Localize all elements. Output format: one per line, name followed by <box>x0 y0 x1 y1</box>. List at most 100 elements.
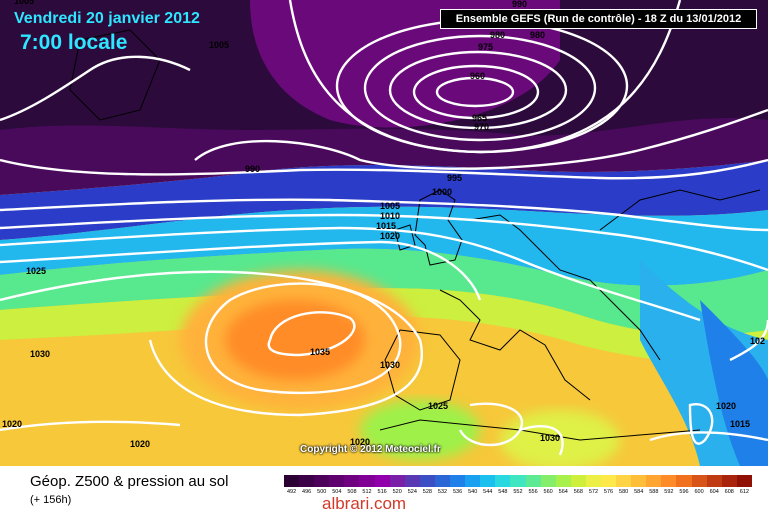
legend-level-label: 596 <box>679 489 689 495</box>
legend-level-label: 560 <box>543 489 553 495</box>
isobar-label: 995 <box>447 173 462 183</box>
isobar-label: 1020 <box>380 231 400 241</box>
legend-swatch <box>676 475 692 487</box>
legend-level-label: 556 <box>528 489 538 495</box>
isobar-label: 1015 <box>376 221 396 231</box>
legend-swatch <box>510 475 526 487</box>
isobar-label: 960 <box>470 71 485 81</box>
legend-swatch <box>359 475 375 487</box>
legend-swatches <box>284 475 752 487</box>
legend-swatch <box>555 475 571 487</box>
copyright-notice: Copyright © 2012 Meteociel.fr <box>300 444 441 455</box>
legend-level-label: 548 <box>498 489 508 495</box>
map-canvas: 1005 980 980 990 975 960 965 970 990 995… <box>0 0 768 466</box>
legend-level-label: 492 <box>286 489 297 495</box>
legend-swatch <box>419 475 435 487</box>
legend-level-label: 512 <box>362 489 372 495</box>
legend-level-label: 568 <box>573 489 583 495</box>
legend-level-label: 508 <box>347 489 357 495</box>
isobar-label: 980 <box>490 30 505 40</box>
isobar-label: 1030 <box>380 360 400 370</box>
isobar-label: 1005 <box>380 201 400 211</box>
legend-level-label: 580 <box>619 489 629 495</box>
isobar-label: 980 <box>530 30 545 40</box>
legend-level-label: 584 <box>634 489 644 495</box>
legend-swatch <box>706 475 722 487</box>
isobar-label: 1005 <box>209 40 229 50</box>
legend-swatch <box>736 475 752 487</box>
isobar-label: 1025 <box>26 266 46 276</box>
legend-level-label: 544 <box>483 489 493 495</box>
legend-swatch <box>389 475 405 487</box>
legend-labels: 492 496 500 504 508 512 516 520 524 528 532 536 540 5… <box>284 489 752 495</box>
legend-swatch <box>721 475 737 487</box>
legend-level-label: 524 <box>407 489 417 495</box>
legend-level-label: 520 <box>392 489 402 495</box>
isobar-label: 1020 <box>716 401 736 411</box>
isobar-label: 1005 <box>14 0 34 6</box>
legend-level-label: 532 <box>437 489 448 495</box>
weather-map: 1005 980 980 990 975 960 965 970 990 995… <box>0 0 768 466</box>
legend-level-label: 612 <box>739 489 749 495</box>
isobar-label: 1025 <box>428 401 448 411</box>
legend-level-label: 552 <box>513 489 523 495</box>
legend-level-label: 604 <box>709 489 719 495</box>
isobar-label: 990 <box>245 164 260 174</box>
legend-swatch <box>661 475 677 487</box>
legend-level-label: 576 <box>603 489 614 495</box>
isobar-labels: 1005 980 980 990 975 960 965 970 990 995… <box>2 0 765 449</box>
legend-level-label: 592 <box>664 489 674 495</box>
field-title: Géop. Z500 & pression au sol <box>30 473 229 490</box>
legend-level-label: 608 <box>724 489 734 495</box>
forecast-date: Vendredi 20 janvier 2012 <box>14 10 200 27</box>
isobar-label: 102 <box>750 336 765 346</box>
legend-swatch <box>404 475 420 487</box>
legend-level-label: 504 <box>332 489 342 495</box>
isobar-label: 1015 <box>730 419 750 429</box>
isobar-label: 970 <box>474 122 489 132</box>
lead-time: (+ 156h) <box>30 494 72 506</box>
watermark: albrari.com <box>322 494 407 513</box>
legend-swatch <box>284 475 300 487</box>
isobar-label: 1030 <box>540 433 560 443</box>
legend-level-label: 500 <box>317 489 327 495</box>
isobar-label: 990 <box>512 0 527 9</box>
legend-level-label: 572 <box>588 489 599 495</box>
legend-swatch <box>495 475 511 487</box>
isobar-label: 1010 <box>380 211 400 221</box>
legend-level-label: 528 <box>422 489 432 495</box>
legend-swatch <box>344 475 360 487</box>
legend-swatch <box>631 475 647 487</box>
legend-swatch <box>646 475 662 487</box>
legend-swatch <box>540 475 556 487</box>
isobar-label: 965 <box>472 113 487 123</box>
legend-level-label: 600 <box>694 489 704 495</box>
isobar-label: 1020 <box>350 437 370 447</box>
legend-swatch <box>329 475 345 487</box>
legend-level-label: 536 <box>452 489 463 495</box>
color-legend: 492 496 500 504 508 512 516 520 524 528 532 536 540 5… <box>284 475 752 499</box>
isobar-label: 1020 <box>2 419 22 429</box>
footer: Géop. Z500 & pression au sol (+ 156h) 49… <box>0 466 768 513</box>
legend-level-label: 588 <box>649 489 659 495</box>
legend-swatch <box>600 475 617 487</box>
legend-level-label: 496 <box>302 489 312 495</box>
geopotential-field <box>0 0 768 466</box>
legend-level-label: 540 <box>468 489 478 495</box>
isobar-label: 1020 <box>130 439 150 449</box>
isobars <box>0 0 768 456</box>
legend-swatch <box>570 475 586 487</box>
model-run-info: Ensemble GEFS (Run de contrôle) - 18 Z d… <box>440 9 757 29</box>
legend-swatch <box>314 475 330 487</box>
isobar-label: 975 <box>478 42 493 52</box>
legend-swatch <box>465 475 481 487</box>
legend-swatch <box>450 475 466 487</box>
legend-swatch <box>480 475 496 487</box>
legend-swatch <box>585 475 601 487</box>
isobar-label: 1035 <box>310 347 330 357</box>
legend-swatch <box>525 475 541 487</box>
legend-swatch <box>616 475 632 487</box>
legend-level-label: 564 <box>558 489 568 495</box>
legend-swatch <box>299 475 315 487</box>
legend-swatch <box>374 475 390 487</box>
